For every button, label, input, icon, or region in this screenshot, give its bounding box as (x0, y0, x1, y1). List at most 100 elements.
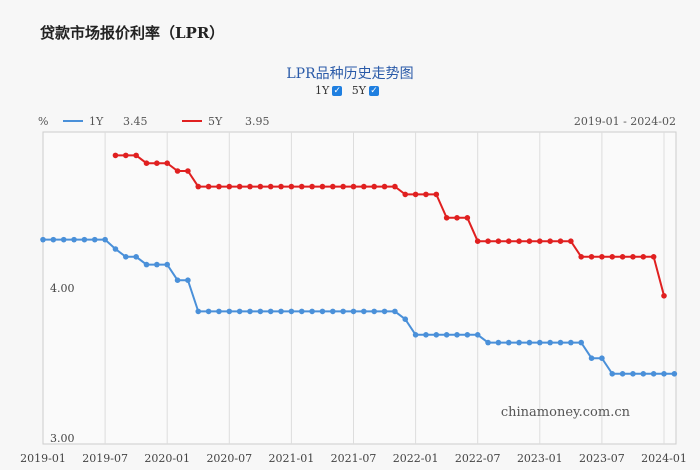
data-point-5Y[interactable] (526, 238, 533, 244)
data-point-1Y[interactable] (371, 308, 378, 315)
data-point-1Y[interactable] (123, 253, 129, 260)
data-point-5Y[interactable] (412, 191, 419, 198)
data-point-5Y[interactable] (474, 238, 481, 244)
data-point-1Y[interactable] (309, 308, 315, 315)
data-point-1Y[interactable] (174, 277, 181, 284)
data-point-1Y[interactable] (350, 308, 357, 315)
data-point-1Y[interactable] (236, 308, 243, 315)
data-point-1Y[interactable] (164, 261, 170, 268)
data-point-1Y[interactable] (288, 308, 295, 315)
data-point-1Y[interactable] (505, 339, 512, 346)
data-point-1Y[interactable] (195, 308, 202, 315)
data-point-5Y[interactable] (402, 191, 409, 198)
data-point-1Y[interactable] (381, 308, 388, 315)
data-point-5Y[interactable] (371, 183, 378, 190)
data-point-5Y[interactable] (330, 183, 336, 190)
data-point-1Y[interactable] (392, 308, 398, 315)
data-point-5Y[interactable] (568, 238, 574, 244)
data-point-1Y[interactable] (143, 261, 150, 268)
data-point-1Y[interactable] (578, 339, 584, 346)
data-point-1Y[interactable] (278, 308, 284, 315)
data-point-5Y[interactable] (267, 183, 274, 190)
data-point-5Y[interactable] (443, 215, 450, 221)
data-point-1Y[interactable] (267, 308, 274, 315)
data-point-5Y[interactable] (319, 183, 326, 190)
data-point-1Y[interactable] (402, 316, 409, 323)
data-point-5Y[interactable] (164, 160, 170, 166)
data-point-5Y[interactable] (392, 183, 398, 190)
data-point-1Y[interactable] (216, 308, 222, 315)
data-point-1Y[interactable] (433, 332, 440, 338)
data-point-5Y[interactable] (154, 160, 160, 166)
data-point-5Y[interactable] (661, 293, 667, 299)
data-point-1Y[interactable] (319, 308, 326, 315)
data-point-1Y[interactable] (91, 236, 98, 243)
data-point-1Y[interactable] (464, 332, 471, 338)
data-point-5Y[interactable] (226, 183, 233, 190)
data-point-1Y[interactable] (599, 355, 605, 362)
data-point-1Y[interactable] (50, 236, 57, 243)
data-point-1Y[interactable] (205, 308, 212, 315)
data-point-1Y[interactable] (526, 339, 533, 346)
data-point-5Y[interactable] (650, 253, 657, 260)
data-point-5Y[interactable] (516, 238, 522, 244)
data-point-5Y[interactable] (599, 253, 605, 260)
data-point-1Y[interactable] (630, 371, 636, 377)
data-point-1Y[interactable] (671, 371, 678, 377)
data-point-5Y[interactable] (381, 183, 388, 190)
data-point-1Y[interactable] (650, 371, 657, 377)
data-point-5Y[interactable] (185, 168, 191, 174)
data-point-1Y[interactable] (102, 236, 108, 243)
data-point-1Y[interactable] (247, 308, 253, 315)
data-point-5Y[interactable] (495, 238, 502, 244)
data-point-5Y[interactable] (433, 191, 440, 198)
data-point-1Y[interactable] (485, 339, 491, 346)
data-point-5Y[interactable] (123, 152, 129, 159)
data-point-5Y[interactable] (350, 183, 357, 190)
data-point-1Y[interactable] (516, 339, 522, 346)
data-point-1Y[interactable] (619, 371, 626, 377)
data-point-1Y[interactable] (568, 339, 574, 346)
toggle-5y-checkbox[interactable]: ✓ (369, 86, 380, 96)
data-point-5Y[interactable] (361, 183, 367, 190)
data-point-1Y[interactable] (474, 332, 481, 338)
data-point-1Y[interactable] (557, 339, 564, 346)
data-point-1Y[interactable] (40, 236, 46, 243)
data-point-1Y[interactable] (298, 308, 305, 315)
data-point-5Y[interactable] (609, 253, 616, 260)
data-point-5Y[interactable] (309, 183, 315, 190)
data-point-5Y[interactable] (485, 238, 491, 244)
data-point-5Y[interactable] (340, 183, 346, 190)
data-point-1Y[interactable] (495, 339, 502, 346)
data-point-1Y[interactable] (133, 253, 139, 260)
data-point-1Y[interactable] (112, 246, 119, 252)
data-point-5Y[interactable] (578, 253, 584, 260)
data-point-1Y[interactable] (588, 355, 595, 362)
data-point-5Y[interactable] (174, 168, 181, 174)
data-point-5Y[interactable] (588, 253, 595, 260)
data-point-5Y[interactable] (257, 183, 264, 190)
data-point-5Y[interactable] (547, 238, 553, 244)
data-point-1Y[interactable] (81, 236, 88, 243)
data-point-5Y[interactable] (205, 183, 212, 190)
data-point-1Y[interactable] (412, 332, 419, 338)
data-point-5Y[interactable] (505, 238, 512, 244)
data-point-1Y[interactable] (640, 371, 647, 377)
data-point-1Y[interactable] (154, 261, 160, 268)
data-point-5Y[interactable] (454, 215, 460, 221)
data-point-1Y[interactable] (423, 332, 429, 338)
data-point-1Y[interactable] (330, 308, 336, 315)
data-point-5Y[interactable] (236, 183, 243, 190)
data-point-1Y[interactable] (661, 371, 667, 377)
data-point-5Y[interactable] (112, 152, 119, 159)
data-point-5Y[interactable] (216, 183, 222, 190)
data-point-1Y[interactable] (537, 339, 543, 346)
data-point-5Y[interactable] (537, 238, 543, 244)
data-point-1Y[interactable] (340, 308, 346, 315)
data-point-1Y[interactable] (454, 332, 460, 338)
data-point-5Y[interactable] (143, 160, 150, 166)
toggle-1y-checkbox[interactable]: ✓ (332, 86, 343, 96)
data-point-5Y[interactable] (630, 253, 636, 260)
data-point-1Y[interactable] (60, 236, 67, 243)
data-point-5Y[interactable] (195, 183, 202, 190)
